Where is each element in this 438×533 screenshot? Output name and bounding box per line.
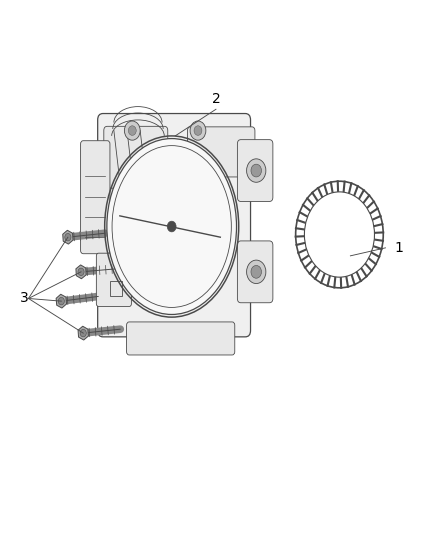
Circle shape [167,221,176,232]
FancyBboxPatch shape [81,141,110,254]
FancyBboxPatch shape [98,114,251,337]
Circle shape [247,260,266,284]
Circle shape [190,121,206,140]
Circle shape [304,192,374,277]
Polygon shape [56,294,67,308]
FancyBboxPatch shape [127,322,235,355]
Text: 3: 3 [20,292,28,305]
Ellipse shape [107,139,237,314]
FancyBboxPatch shape [96,253,131,306]
FancyBboxPatch shape [187,127,255,177]
Polygon shape [76,265,86,279]
Circle shape [58,297,64,305]
Circle shape [247,159,266,182]
FancyBboxPatch shape [237,140,273,201]
Circle shape [251,164,261,177]
Text: 1: 1 [394,241,403,255]
Polygon shape [63,230,73,244]
Circle shape [124,121,140,140]
Circle shape [80,329,86,337]
FancyBboxPatch shape [237,241,273,303]
Bar [110,281,122,296]
Circle shape [194,126,202,135]
FancyBboxPatch shape [104,126,168,188]
Circle shape [128,126,136,135]
Circle shape [65,233,71,241]
Circle shape [251,265,261,278]
Circle shape [78,268,84,276]
Text: 2: 2 [212,92,221,106]
Polygon shape [78,326,88,340]
